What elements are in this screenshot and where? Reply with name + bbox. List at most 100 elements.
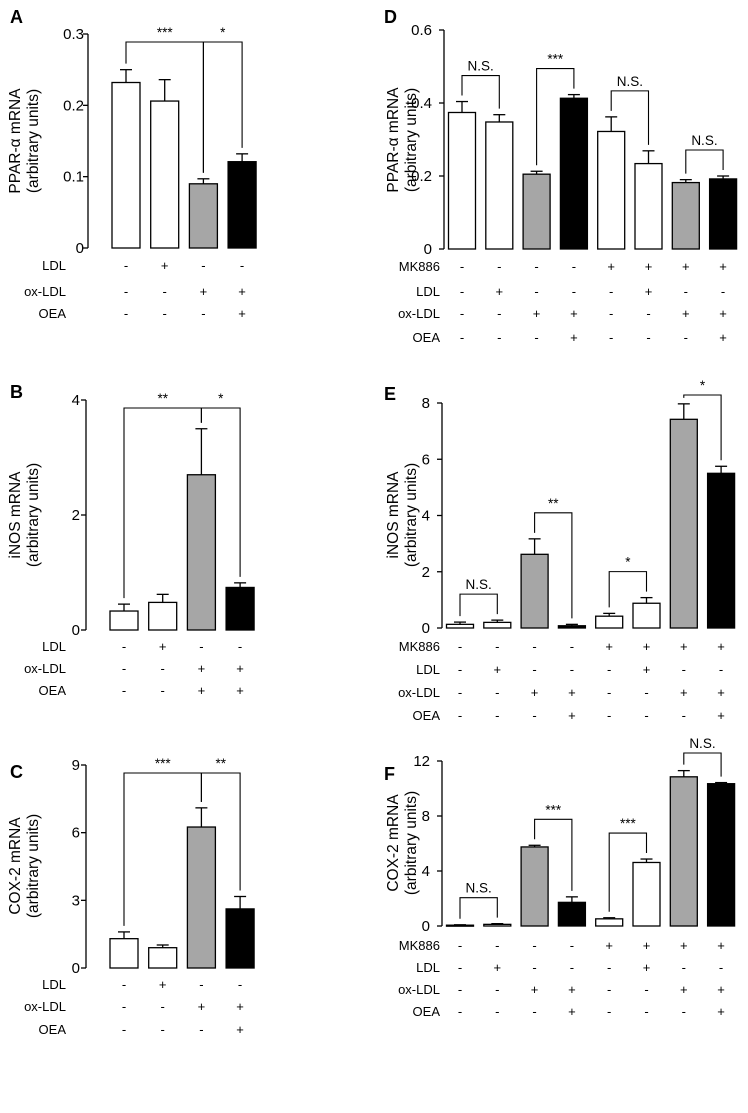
bar-f-8 <box>706 783 736 927</box>
y-tick-label: 0 <box>76 240 84 257</box>
y-axis-label-line: (arbitrary units) <box>403 791 420 895</box>
y-tick-label: 6 <box>422 451 430 468</box>
condition-mark: - <box>458 1004 462 1019</box>
condition-mark: + <box>645 259 653 274</box>
significance-label: N.S. <box>466 577 492 592</box>
y-tick-label: 4 <box>72 392 80 409</box>
bar-e-6 <box>632 602 661 629</box>
condition-mark: - <box>495 982 499 997</box>
significance-bracket <box>608 832 648 912</box>
condition-mark: - <box>682 662 686 677</box>
bar-e-8 <box>706 472 736 629</box>
condition-mark: - <box>719 960 723 975</box>
condition-label: ox-LDL <box>398 306 440 321</box>
condition-mark: - <box>534 330 538 345</box>
bar-d-7 <box>671 181 700 250</box>
condition-mark: + <box>568 1004 576 1019</box>
y-axis-label-b: iNOS mRNA(arbitrary units) <box>7 463 42 567</box>
y-axis-label-line: (arbitrary units) <box>403 88 420 192</box>
bar-f-3 <box>520 846 549 927</box>
condition-mark: - <box>607 662 611 677</box>
condition-mark: + <box>645 284 653 299</box>
condition-mark: + <box>717 708 725 723</box>
condition-mark: - <box>572 284 576 299</box>
condition-mark: - <box>609 284 613 299</box>
condition-mark: + <box>680 982 688 997</box>
condition-label: OEA <box>413 708 441 723</box>
significance-label: N.S. <box>691 133 717 148</box>
y-tick-label: 2 <box>422 564 430 581</box>
condition-mark: - <box>161 999 165 1014</box>
bar-b-4 <box>225 586 255 631</box>
condition-label: ox-LDL <box>24 284 66 299</box>
condition-mark: + <box>570 330 578 345</box>
y-axis-label-line: (arbitrary units) <box>25 463 42 567</box>
significance-label: * <box>220 25 226 40</box>
condition-mark: + <box>236 999 244 1014</box>
y-axis-label-line: (arbitrary units) <box>403 463 420 567</box>
bar-f-6 <box>632 861 661 927</box>
condition-mark: - <box>122 977 126 992</box>
y-axis-label-line: COX-2 mRNA <box>385 794 402 892</box>
condition-mark: - <box>532 1004 536 1019</box>
y-tick-label: 0.1 <box>63 169 84 186</box>
y-axis-label-a: PPAR-α mRNA(arbitrary units) <box>7 88 42 194</box>
bar-f-2 <box>483 923 512 927</box>
condition-mark: - <box>607 685 611 700</box>
condition-mark: + <box>200 284 208 299</box>
condition-mark: - <box>163 306 167 321</box>
condition-mark: - <box>682 708 686 723</box>
condition-mark: + <box>717 982 725 997</box>
condition-mark: - <box>122 661 126 676</box>
condition-label: OEA <box>39 683 67 698</box>
condition-mark: - <box>607 982 611 997</box>
condition-label: ox-LDL <box>398 685 440 700</box>
condition-mark: - <box>124 258 128 273</box>
condition-mark: - <box>495 639 499 654</box>
condition-mark: - <box>607 708 611 723</box>
panel-f: F COX-2 mRNA(arbitrary units) 0 4 8 12 N.S. ***… <box>384 736 736 1019</box>
condition-label: LDL <box>42 258 66 273</box>
bar-a-3 <box>188 183 219 249</box>
condition-mark: - <box>124 306 128 321</box>
significance-bracket <box>610 90 650 145</box>
condition-mark: + <box>496 284 504 299</box>
condition-mark: - <box>570 639 574 654</box>
condition-label: OEA <box>413 1004 441 1019</box>
y-tick-label: 9 <box>72 757 80 774</box>
bar-c-4 <box>225 908 255 969</box>
condition-mark: - <box>719 662 723 677</box>
y-tick-label: 6 <box>72 825 80 842</box>
bar-d-4 <box>559 97 589 250</box>
condition-label: MK886 <box>399 259 440 274</box>
bar-d-3 <box>522 173 551 250</box>
y-tick-label: 0.2 <box>411 168 432 185</box>
y-axis-label-line: PPAR-α mRNA <box>385 87 402 193</box>
condition-mark: - <box>460 259 464 274</box>
condition-mark: + <box>494 662 502 677</box>
condition-mark: + <box>680 639 688 654</box>
condition-mark: + <box>643 960 651 975</box>
significance-label: N.S. <box>466 881 492 896</box>
bar-e-7 <box>669 418 698 629</box>
condition-mark: + <box>682 306 690 321</box>
condition-mark: - <box>682 960 686 975</box>
condition-mark: - <box>122 1022 126 1037</box>
condition-mark: - <box>458 982 462 997</box>
panel-a: A PPAR-α mRNA(arbitrary units) 0 0.1 0.2 0.3 *… <box>7 7 257 321</box>
condition-mark: - <box>201 306 205 321</box>
condition-label: OEA <box>39 1022 67 1037</box>
bar-f-4 <box>557 901 587 927</box>
significance-label: *** <box>547 52 564 67</box>
condition-mark: - <box>570 960 574 975</box>
condition-label: ox-LDL <box>24 999 66 1014</box>
significance-label: N.S. <box>468 59 494 74</box>
y-tick-label: 12 <box>413 753 430 770</box>
condition-mark: + <box>198 999 206 1014</box>
condition-mark: - <box>497 259 501 274</box>
condition-label: LDL <box>42 639 66 654</box>
y-tick-label: 0.6 <box>411 22 432 39</box>
condition-mark: + <box>719 306 727 321</box>
bar-d-2 <box>485 121 514 250</box>
